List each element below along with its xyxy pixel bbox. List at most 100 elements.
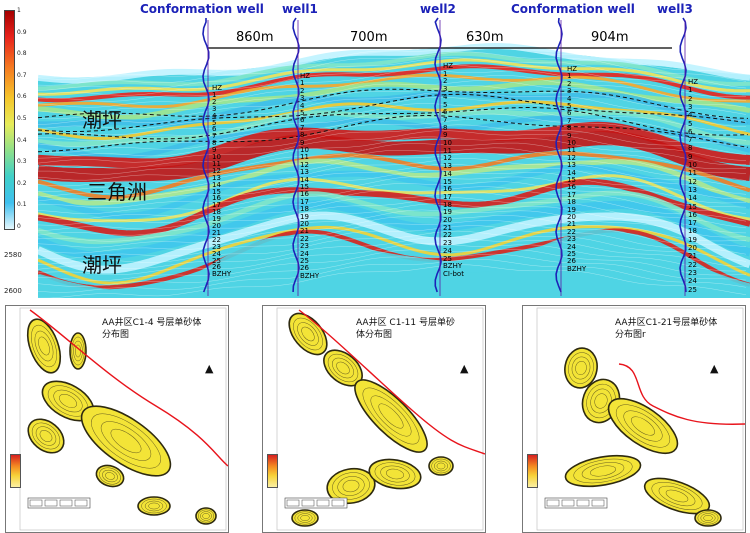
layer-label: 21: [567, 220, 576, 229]
well-title-well2: well2: [420, 2, 456, 16]
layer-label: 6: [688, 127, 693, 136]
thickness-legend: [10, 454, 21, 488]
layer-label: 2: [300, 86, 305, 95]
layer-label: 5: [300, 109, 305, 117]
colorbar-tick: 0.4: [17, 136, 27, 144]
layer-label: 23: [212, 242, 221, 251]
colorbar-tick: 1: [17, 7, 21, 14]
layer-label: 21: [443, 223, 452, 232]
layer-label: 17: [212, 201, 221, 210]
layer-label: 17: [688, 219, 697, 228]
layer-label: 15: [212, 187, 221, 196]
layer-label: 14: [300, 175, 309, 184]
layer-label: 4: [212, 111, 217, 120]
layer-label: 20: [688, 244, 697, 252]
layer-label: 4: [443, 92, 448, 101]
layer-label: 18: [567, 198, 576, 207]
distance-label: 860m: [236, 30, 274, 45]
layer-label: 6: [443, 108, 448, 117]
well-title-well3: well3: [657, 2, 693, 16]
layer-label: 17: [443, 192, 452, 201]
layer-label: 4: [567, 94, 572, 103]
layer-label: 13: [688, 185, 697, 194]
layer-label: 25: [688, 285, 697, 294]
layer-label: 10: [300, 146, 309, 154]
layer-label: BZHY: [443, 262, 463, 271]
seismic-section-panel: 1 0.9 0.8 0.7 0.6 0.5 0.4 0.3 0.2 0.1 0 2580 2600 …: [4, 0, 750, 302]
layer-label: 25: [567, 250, 576, 258]
layer-label: 6: [567, 109, 572, 118]
colorbar-tick: 0.1: [17, 201, 27, 209]
layer-label: 24: [212, 249, 221, 258]
layer-label: 19: [688, 235, 697, 244]
layer-label: 10: [212, 153, 221, 161]
layer-label: 2: [688, 94, 693, 103]
layer-label: 12: [443, 154, 452, 163]
distance-label: 630m: [466, 30, 504, 45]
layer-label: CI-bot: [443, 269, 464, 278]
layer-label: 1: [212, 90, 217, 99]
layer-label: 22: [212, 235, 221, 244]
colorbar-tick: 0.3: [17, 158, 27, 166]
layer-label: 14: [567, 168, 576, 177]
layer-label: 15: [443, 177, 452, 186]
sand-body-map: [276, 307, 485, 531]
layer-label: 21: [212, 228, 221, 237]
layer-label: 22: [567, 227, 576, 236]
layer-label: 16: [300, 190, 309, 199]
layer-label: 1: [443, 69, 448, 78]
layer-label: 10: [688, 161, 697, 169]
sand-map-c1-4: AA井区C1-4 号层单砂体 分布图 ▲: [5, 305, 229, 533]
layer-label: 8: [443, 123, 448, 132]
distance-label: 700m: [350, 30, 388, 45]
layer-label: 15: [300, 183, 309, 191]
seismic-cross-section: [36, 0, 750, 302]
map-title: AA井区 C1-11 号层单砂 体分布图: [356, 318, 455, 340]
layer-label: 2: [443, 77, 448, 86]
layer-label: 11: [212, 159, 221, 168]
layer-label: 8: [688, 144, 693, 153]
layer-label: 12: [212, 166, 221, 175]
sand-body-map: [19, 307, 228, 531]
layer-label: 4: [688, 111, 693, 120]
layer-label: 6: [300, 116, 305, 125]
layer-label: 23: [567, 235, 576, 244]
colorbar-tick: 0.6: [17, 93, 27, 101]
layer-label: 14: [212, 180, 221, 189]
seismic-image: [36, 17, 750, 302]
well-title-conformation-1: Conformation well: [140, 2, 264, 16]
layer-label: 11: [688, 169, 697, 178]
sand-map-c1-21: AA井区C1-21号层单砂体 分布图r ▲: [522, 305, 746, 533]
layer-label: 24: [300, 249, 309, 258]
layer-label: 12: [688, 177, 697, 186]
depth-tick: 2600: [4, 287, 22, 295]
layer-label: 24: [443, 246, 452, 255]
layer-label: 16: [443, 185, 452, 194]
depth-tick: 2580: [4, 251, 22, 259]
layer-label: 25: [212, 256, 221, 265]
layer-label: 8: [567, 124, 572, 133]
layer-label: 5: [443, 100, 448, 109]
layer-label: 20: [443, 216, 452, 224]
layer-label: 5: [567, 102, 572, 110]
layer-label: 26: [212, 263, 221, 272]
layer-label: 7: [212, 132, 217, 141]
sand-map-c1-11: AA井区 C1-11 号层单砂 体分布图 ▲: [262, 305, 486, 533]
layer-label: 11: [300, 153, 309, 162]
sand-body-map: [536, 307, 745, 531]
layer-label: 23: [443, 239, 452, 248]
layer-label: 3: [688, 102, 693, 111]
layer-label: 25: [300, 257, 309, 265]
colorbar-tick: 0.2: [17, 179, 27, 187]
facies-label-tidal-flat-upper: 潮坪: [82, 108, 122, 132]
layer-label: 22: [443, 231, 452, 240]
layer-label: 22: [688, 260, 697, 269]
layer-label: HZ: [567, 65, 578, 73]
north-arrow-icon: ▲: [205, 362, 214, 375]
layer-label: 13: [300, 168, 309, 177]
layer-label: 8: [212, 139, 217, 148]
facies-label-delta: 三角洲: [87, 180, 147, 204]
layer-label: 8: [300, 131, 305, 140]
layer-label: 13: [567, 161, 576, 170]
layer-label: 17: [300, 197, 309, 206]
